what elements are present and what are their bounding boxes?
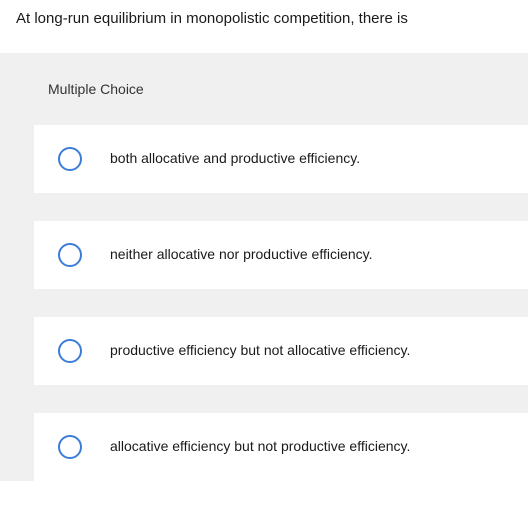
option-row[interactable]: both allocative and productive efficienc…	[34, 125, 528, 193]
option-label: both allocative and productive efficienc…	[110, 149, 360, 169]
radio-button-icon[interactable]	[58, 147, 82, 171]
option-label: neither allocative nor productive effici…	[110, 245, 373, 265]
option-row[interactable]: productive efficiency but not allocative…	[34, 317, 528, 385]
radio-button-icon[interactable]	[58, 243, 82, 267]
section-header: Multiple Choice	[0, 53, 528, 125]
option-label: productive efficiency but not allocative…	[110, 341, 410, 361]
question-prompt: At long-run equilibrium in monopolistic …	[0, 0, 528, 53]
option-row[interactable]: allocative efficiency but not productive…	[34, 413, 528, 481]
option-row[interactable]: neither allocative nor productive effici…	[34, 221, 528, 289]
options-list: both allocative and productive efficienc…	[0, 125, 528, 481]
option-label: allocative efficiency but not productive…	[110, 437, 410, 457]
radio-button-icon[interactable]	[58, 339, 82, 363]
multiple-choice-section: Multiple Choice both allocative and prod…	[0, 53, 528, 481]
radio-button-icon[interactable]	[58, 435, 82, 459]
